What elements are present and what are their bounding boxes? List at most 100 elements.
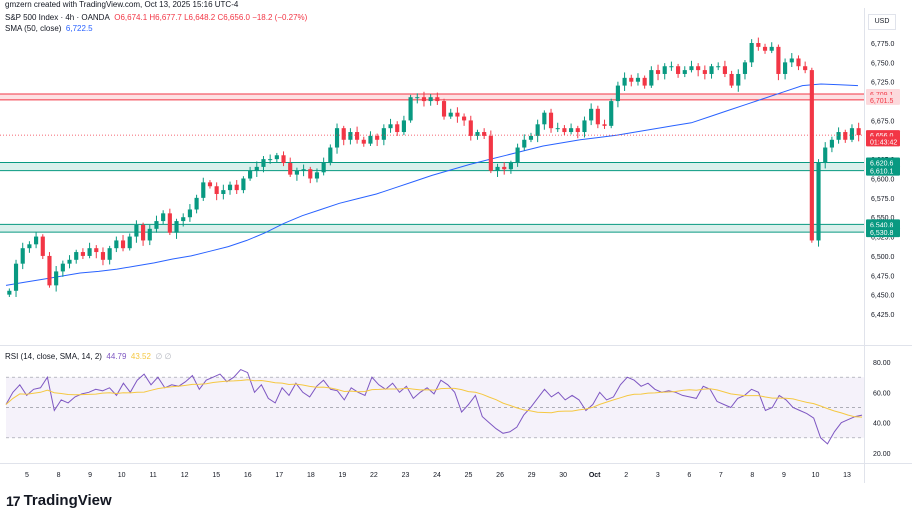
candle-body [408,97,413,121]
price-tick: 6,450.0 [871,293,894,300]
candle-body [308,169,313,179]
price-label-text: 6,530.8 [870,230,893,237]
candle-body [856,128,861,136]
zone-support-2 [0,224,864,233]
change-value: −18.2 (−0.27%) [252,13,308,22]
chart-credit: gmzern created with TradingView.com, Oct… [5,0,239,9]
candle-body [207,182,213,187]
candle-body [47,255,52,286]
price-label-text: 6,701.5 [870,98,893,105]
time-tick: Oct [589,472,601,479]
time-tick: 26 [496,472,504,479]
candle-body [120,240,126,249]
legend-main[interactable]: S&P 500 Index · 4h · OANDA O6,674.1 H6,6… [5,13,307,22]
candle-body [301,169,306,171]
price-label-box [866,136,900,147]
time-tick: 24 [433,472,441,479]
candle-body [682,70,687,74]
candle-body [281,155,286,164]
rsi-tick: 60.00 [873,390,891,397]
time-tick: 9 [88,472,92,479]
candle-body [388,124,393,129]
price-tick: 6,675.0 [871,118,894,125]
currency-button[interactable]: USD [868,14,896,30]
high-value: H6,677.7 [149,13,182,22]
sma-value: 6,722.5 [65,24,93,33]
sma-label[interactable]: SMA (50, close) [5,24,62,33]
symbol-title[interactable]: S&P 500 Index · 4h · OANDA [5,13,110,22]
candle-body [789,58,794,63]
candle-body [421,97,427,102]
low-value: L6,648.2 [184,13,216,22]
candle-body [716,66,721,68]
candle-body [662,66,667,74]
candle-body [816,163,821,241]
time-tick: 23 [402,472,410,479]
candle-body [482,132,487,136]
candle-body [341,128,346,140]
candle-body [355,132,360,140]
candle-body [234,184,239,191]
candle-body [194,197,199,210]
candle-body [548,112,554,129]
rsi-label[interactable]: RSI (14, close, SMA, 14, 2) [5,352,102,361]
candle-body [147,228,152,241]
candle-body [401,120,406,133]
candle-body [796,58,801,67]
close-value: C6,656.0 [217,13,250,22]
rsi-extra: ∅ ∅ [155,352,172,361]
time-tick: 25 [465,472,473,479]
candle-body [622,77,627,86]
time-tick: 16 [244,472,252,479]
brand-name: TradingView [23,492,112,509]
candle-body [595,108,600,125]
price-tick: 6,775.0 [871,41,894,48]
price-label-box [866,227,900,238]
price-zones [0,93,864,233]
time-tick: 12 [181,472,189,479]
candle-body [134,224,139,237]
candle-body [20,248,25,264]
candle-body [462,116,467,121]
rsi-sma-value: 43.52 [130,352,151,361]
candle-body [843,132,848,140]
candle-body [542,112,547,125]
rsi-axis[interactable]: 80.00 60.00 40.00 20.00 [873,360,891,458]
time-tick: 22 [370,472,378,479]
candle-body [67,259,72,264]
candle-body [555,128,560,130]
candle-body [187,209,192,218]
candle-body [221,190,226,194]
candle-body [522,139,527,148]
price-label-box [866,219,900,230]
candle-body [114,240,119,249]
candle-body [40,236,45,256]
time-tick: 29 [528,472,536,479]
candle-body [214,186,219,194]
open-value: O6,674.1 [114,13,148,22]
tradingview-logo[interactable]: 17 TradingView [6,492,112,509]
candle-body [736,73,741,86]
candle-body [562,128,567,133]
rsi-tick: 80.00 [873,360,891,367]
legend-sma[interactable]: SMA (50, close) 6,722.5 [5,24,93,33]
legend-rsi[interactable]: RSI (14, close, SMA, 14, 2) 44.79 43.52 … [5,352,172,361]
time-axis[interactable]: 5 8 9 10 11 12 15 16 17 18 19 22 23 24 25 26 29 30 Oct 2 3 6 7… [25,472,851,479]
candle-body [649,70,654,86]
price-axis[interactable]: 6,775.06,750.06,725.06,700.06,675.06,650… [871,41,894,319]
candle-body [34,236,39,245]
price-label-text: 6,620.6 [870,161,893,168]
candle-body [274,155,279,160]
candle-body [635,77,641,82]
time-tick: 9 [782,472,786,479]
candle-body [154,221,159,229]
price-tick: 6,750.0 [871,60,894,67]
candle-body [381,128,386,140]
candle-body [415,97,420,99]
candle-body [288,163,293,175]
candle-body [455,112,460,117]
candle-body [502,166,507,170]
candle-body [495,166,500,171]
price-label-box [866,165,900,176]
